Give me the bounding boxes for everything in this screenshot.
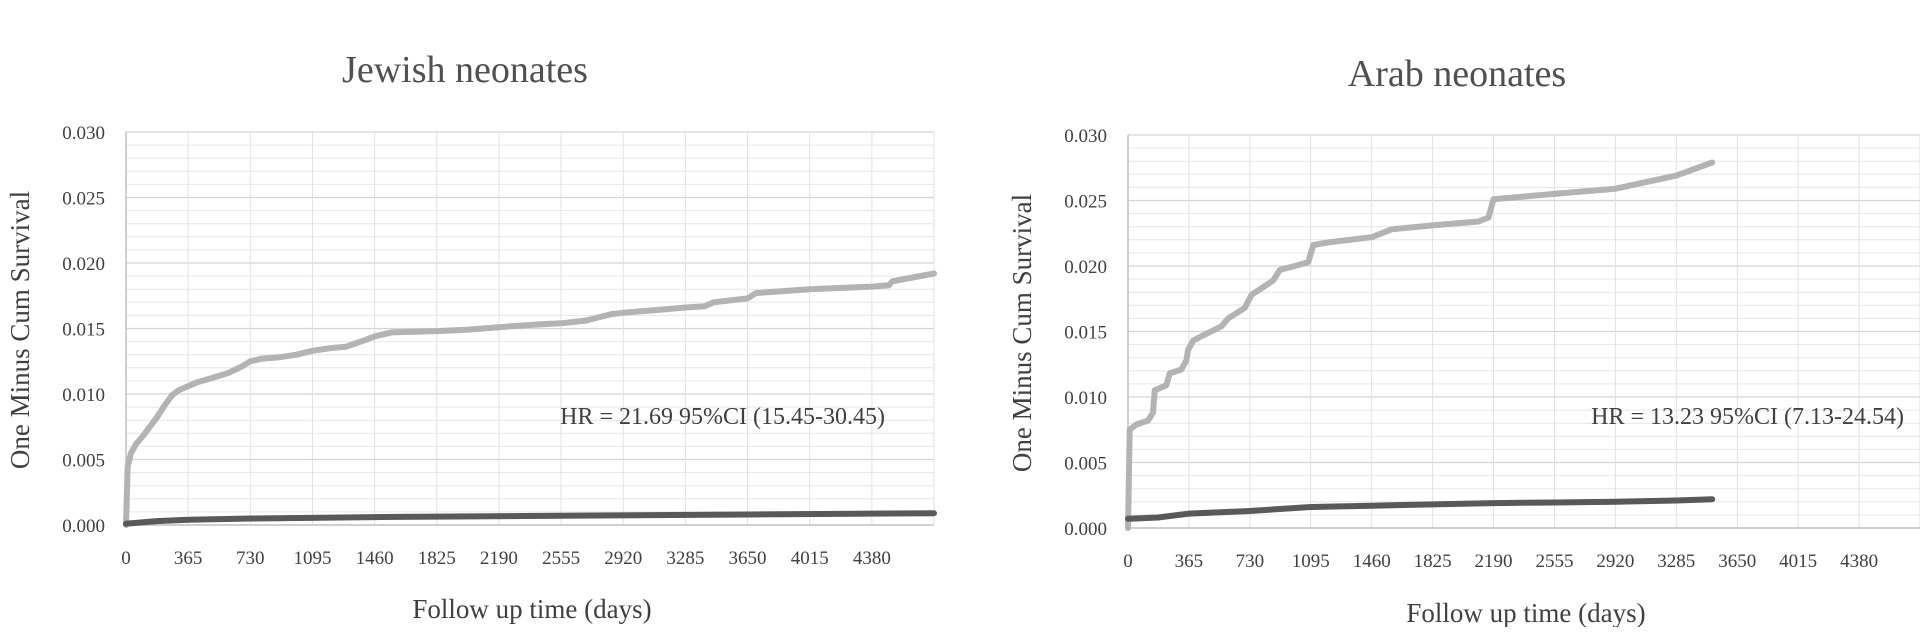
series-line-exposed [123, 270, 937, 528]
x-tick-label: 1825 [418, 548, 456, 569]
x-axis-label: Follow up time (days) [1406, 598, 1645, 627]
grid-lines [1127, 134, 1920, 528]
x-tick-label: 1095 [293, 548, 331, 569]
y-axis-label: One Minus Cum Survival [1007, 194, 1037, 472]
x-tick-label: 3650 [1718, 551, 1756, 572]
x-tick-label: 1825 [1414, 551, 1452, 572]
x-tick-label: 730 [1236, 551, 1265, 572]
chart-jewish-neonates: Jewish neonates 0.000 0.005 0.010 0.015 0.02… [5, 49, 937, 624]
x-tick-label: 2555 [1535, 551, 1573, 572]
x-tick-label: 365 [1175, 551, 1204, 572]
x-tick-label: 4380 [853, 548, 891, 569]
y-tick-label: 0.020 [1064, 257, 1107, 278]
y-tick-label: 0.005 [62, 451, 105, 472]
hazard-ratio-annotation: HR = 21.69 95%CI (15.45-30.45) [560, 404, 885, 430]
series-lines [1125, 159, 1716, 531]
x-tick-label: 3650 [729, 548, 767, 569]
x-tick-labels: 0 365 730 1095 1460 1825 2190 2555 2920 3285 3650 4… [1123, 551, 1878, 572]
chart-title: Jewish neonates [342, 49, 588, 91]
x-tick-label: 1095 [1292, 551, 1330, 572]
y-axis-label: One Minus Cum Survival [5, 191, 35, 469]
series-line-reference [1125, 496, 1716, 522]
y-tick-label: 0.015 [1064, 323, 1107, 344]
x-tick-label: 4015 [1779, 551, 1817, 572]
series-lines [123, 270, 937, 528]
chart-title: Arab neonates [1348, 53, 1566, 95]
x-tick-label: 0 [1123, 551, 1133, 572]
x-tick-label: 0 [121, 548, 131, 569]
chart-arab-neonates: Arab neonates 0.0000.0050.0100.0150.0200… [1007, 53, 1920, 628]
axes [125, 132, 934, 526]
x-tick-label: 2920 [1596, 551, 1634, 572]
grid-lines [125, 131, 935, 525]
series-line-exposed [1125, 159, 1716, 531]
hazard-ratio-annotation: HR = 13.23 95%CI (7.13-24.54) [1591, 404, 1904, 430]
x-tick-label: 4380 [1840, 551, 1878, 572]
x-tick-label: 2920 [604, 548, 642, 569]
y-tick-label: 0.030 [62, 123, 105, 144]
x-tick-label: 1460 [356, 548, 394, 569]
x-axis-label: Follow up time (days) [412, 594, 651, 624]
x-tick-label: 2190 [480, 548, 518, 569]
x-tick-label: 3285 [666, 548, 704, 569]
x-tick-label: 2555 [542, 548, 580, 569]
y-tick-label: 0.015 [62, 320, 105, 341]
y-tick-label: 0.010 [62, 385, 105, 406]
y-tick-label: 0.025 [1064, 192, 1107, 213]
y-tick-label: 0.010 [1064, 388, 1107, 409]
x-tick-label: 1460 [1353, 551, 1391, 572]
x-tick-label: 3285 [1657, 551, 1695, 572]
y-tick-labels: 0.000 0.005 0.010 0.015 0.020 0.025 0.030 [1064, 126, 1107, 540]
y-tick-label: 0.000 [62, 516, 105, 537]
y-tick-labels: 0.000 0.005 0.010 0.015 0.020 0.025 0.030 [62, 123, 105, 537]
x-tick-label: 730 [236, 548, 265, 569]
x-tick-label: 2190 [1475, 551, 1513, 572]
y-tick-label: 0.000 [1064, 519, 1107, 540]
y-tick-label: 0.005 [1064, 454, 1107, 475]
y-tick-label: 0.030 [1064, 126, 1107, 147]
y-tick-label: 0.025 [62, 189, 105, 210]
x-tick-label: 4015 [791, 548, 829, 569]
x-tick-label: 365 [174, 548, 203, 569]
y-tick-label: 0.020 [62, 254, 105, 275]
x-tick-labels: 0 365 730 1095 1460 1825 2190 2555 2920 3285 3650 4… [121, 548, 891, 569]
series-line-reference [123, 510, 937, 527]
